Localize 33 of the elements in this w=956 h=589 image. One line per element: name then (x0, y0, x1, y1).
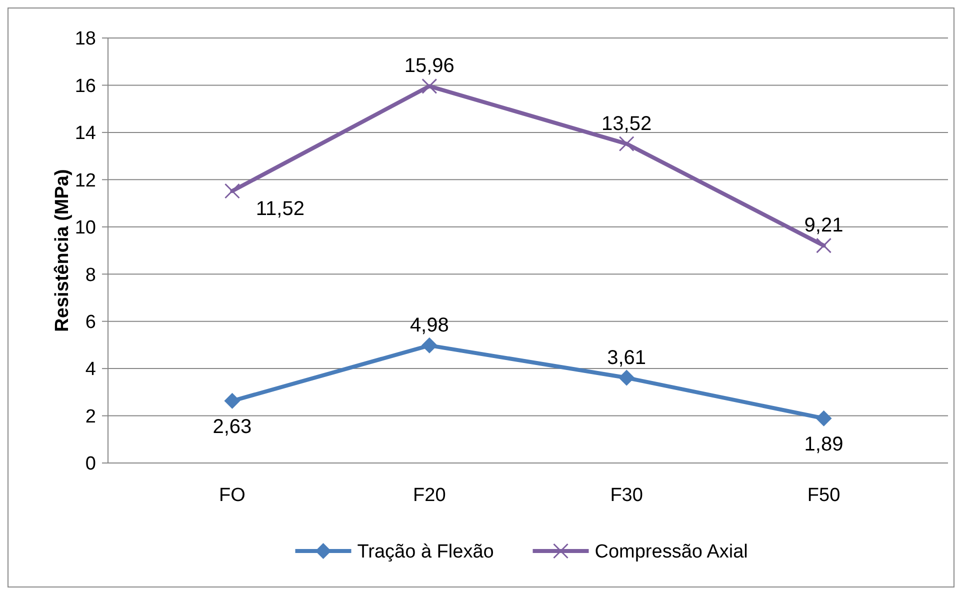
data-label: 4,98 (410, 314, 449, 336)
y-tick-label: 14 (74, 123, 96, 144)
x-tick-label: F50 (807, 485, 840, 506)
data-label: 11,52 (256, 198, 305, 220)
point (816, 238, 832, 254)
y-tick-label: 8 (85, 264, 96, 286)
legend-label: Tração à Flexão (357, 542, 494, 563)
data-label: 15,96 (404, 55, 454, 78)
legend-label: Compressão Axial (594, 542, 748, 563)
point (422, 78, 438, 94)
data-label: 3,61 (607, 346, 646, 369)
point (224, 183, 240, 199)
y-tick-label: 10 (74, 218, 96, 239)
x-tick-label: F20 (413, 485, 446, 506)
y-tick-label: 18 (74, 28, 96, 50)
y-tick-label: 0 (85, 454, 96, 475)
data-label: 13,52 (602, 112, 652, 135)
y-tick-label: 4 (85, 359, 96, 380)
point (224, 392, 240, 409)
y-axis-title: Resistência (MPa) (52, 169, 73, 332)
x-tick-label: FO (219, 485, 246, 506)
data-label: 9,21 (804, 214, 844, 237)
point (816, 410, 832, 426)
y-tick-label: 6 (85, 312, 96, 333)
y-tick-label: 16 (74, 76, 96, 97)
x-tick-label: F30 (610, 485, 643, 506)
point (421, 337, 438, 354)
point (618, 136, 634, 152)
y-tick-label: 2 (85, 406, 96, 428)
data-label: 1,89 (804, 433, 844, 456)
point (618, 370, 635, 386)
y-tick-label: 12 (74, 170, 96, 192)
data-label: 2,63 (212, 416, 252, 438)
